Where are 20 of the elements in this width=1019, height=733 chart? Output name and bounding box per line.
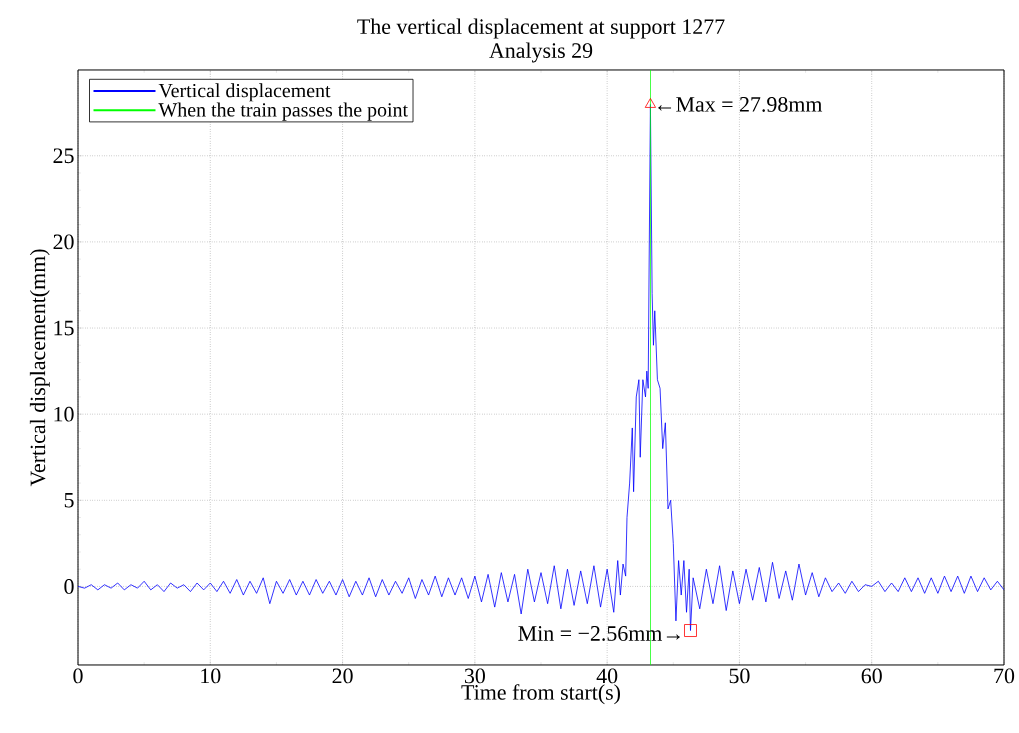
x-tick-label: 10 <box>201 668 221 684</box>
x-tick-label: 70 <box>994 668 1015 684</box>
y-tick-label: 0 <box>64 579 74 594</box>
x-tick-label: 60 <box>861 668 882 684</box>
x-axis-title: Time from start(s) <box>461 684 621 705</box>
x-tick-label: 50 <box>729 668 750 684</box>
y-tick-label: 5 <box>64 493 74 508</box>
legend-label: When the train passes the point <box>158 102 408 121</box>
annotation: ←Max = 27.98mm <box>658 96 823 112</box>
y-tick-label: 15 <box>54 320 74 336</box>
y-tick-label: 25 <box>53 148 74 164</box>
legend-label: Vertical displacement <box>158 83 331 102</box>
y-tick-label: 10 <box>54 406 74 422</box>
chart-title: The vertical displacement at support 1277 <box>357 18 725 39</box>
y-axis-title: Vertical displacement(mm) <box>29 249 50 487</box>
x-tick-label: 20 <box>332 668 353 684</box>
chart-subtitle: Analysis 29 <box>489 42 593 63</box>
x-tick-label: 30 <box>464 668 485 684</box>
x-tick-label: 40 <box>596 668 618 684</box>
y-tick-label: 20 <box>53 234 74 250</box>
